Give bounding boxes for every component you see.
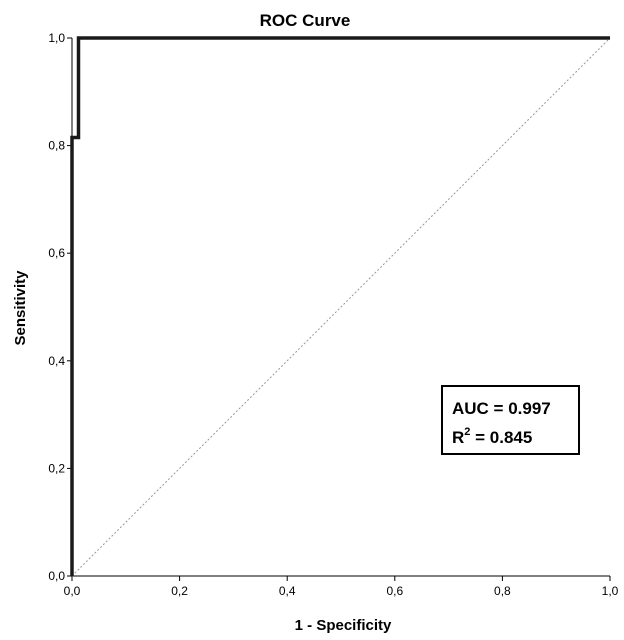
y-tick-label: 1,0	[48, 31, 65, 45]
chart-title: ROC Curve	[260, 11, 351, 30]
r-squared-base: R	[452, 428, 464, 447]
x-tick-label: 0,2	[171, 584, 188, 598]
y-tick-label: 0,6	[48, 246, 65, 260]
y-tick-label: 0,2	[48, 461, 65, 475]
r-squared-value: = 0.845	[470, 428, 532, 447]
y-tick-label: 0,8	[48, 139, 65, 153]
auc-text: AUC = 0.997	[452, 399, 551, 418]
y-tick-label: 0,0	[48, 569, 65, 583]
x-tick-label: 1,0	[602, 584, 619, 598]
y-tick-label: 0,4	[48, 354, 65, 368]
r-squared-text: R2 = 0.845	[452, 426, 532, 447]
annotation-box: AUC = 0.997 R2 = 0.845	[441, 385, 580, 455]
x-tick-label: 0,4	[279, 584, 296, 598]
x-tick-label: 0,8	[494, 584, 511, 598]
plot-area: 0,0 0,2 0,4 0,6 0,8 1,0 0,0 0,2 0,4 0,6 0,8 1,0	[48, 31, 618, 598]
x-axis-label: 1 - Specificity	[295, 617, 392, 634]
annotation-frame	[441, 385, 580, 455]
r-squared-superscript: 2	[464, 426, 470, 438]
x-tick-label: 0,6	[386, 584, 403, 598]
roc-curve-line	[70, 36, 610, 576]
x-tick-label: 0,0	[64, 584, 81, 598]
y-axis-label: Sensitivity	[12, 270, 29, 346]
reference-diagonal-line	[71, 37, 611, 577]
